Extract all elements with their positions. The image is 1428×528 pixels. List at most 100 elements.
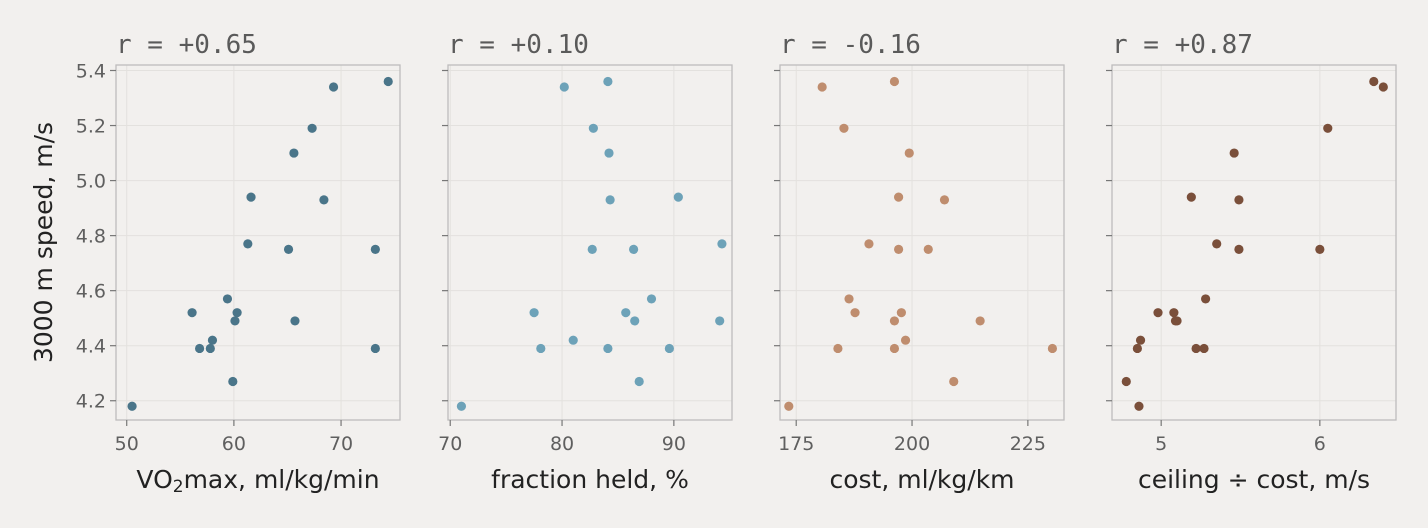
data-point	[784, 401, 794, 411]
data-point	[717, 239, 727, 249]
panel-title: r = +0.65	[116, 30, 257, 60]
data-point	[839, 123, 849, 133]
panel-2: 70 80 90 r = +0.10 fraction held, %	[438, 30, 733, 494]
data-point	[817, 82, 827, 92]
data-point	[603, 76, 613, 87]
data-point	[904, 148, 914, 158]
y-tick-label: 5.4	[76, 61, 106, 83]
data-point	[889, 76, 900, 87]
data-point	[1378, 82, 1388, 92]
data-point	[529, 308, 539, 318]
x-tick-label: 70	[329, 433, 353, 455]
x-tick-label: 5	[1155, 433, 1167, 455]
data-point	[949, 376, 959, 387]
data-point	[1170, 316, 1181, 326]
x-tick-label: 50	[115, 433, 139, 455]
data-point	[187, 308, 197, 318]
data-point	[307, 123, 317, 133]
x-axis-label: cost, ml/kg/km	[829, 465, 1014, 494]
data-point	[246, 192, 256, 202]
data-point	[664, 343, 674, 354]
data-point	[568, 335, 578, 345]
data-point	[1369, 76, 1379, 87]
plot-frame	[115, 64, 401, 421]
data-point	[844, 294, 854, 304]
data-point	[228, 376, 238, 387]
x-tick-label: 225	[1010, 433, 1046, 455]
data-point	[383, 76, 393, 87]
data-point	[894, 244, 904, 254]
data-point	[1186, 192, 1196, 202]
data-point	[923, 244, 933, 254]
panel-title: r = -0.16	[780, 30, 921, 60]
y-axis-label: 3000 m speed, m/s	[29, 122, 58, 363]
data-point	[456, 401, 467, 411]
x-axis-label: VO2max, ml/kg/min	[136, 465, 379, 497]
data-point	[634, 376, 644, 387]
data-point	[889, 343, 900, 354]
data-point	[289, 148, 299, 158]
panel-4: 5 6 r = +0.87 ceiling ÷ cost, m/s	[1106, 30, 1397, 494]
data-point	[1234, 195, 1244, 205]
data-point	[1234, 244, 1244, 254]
panel-title: r = +0.10	[448, 30, 589, 60]
data-point	[900, 335, 911, 345]
data-point	[715, 316, 725, 326]
data-point	[1191, 343, 1201, 354]
data-point	[243, 239, 253, 249]
x-tick-label: 90	[662, 433, 686, 455]
data-point	[370, 343, 380, 354]
data-point	[1134, 401, 1144, 411]
data-point	[1047, 343, 1058, 354]
data-point	[328, 82, 339, 92]
x-tick-label: 6	[1314, 433, 1326, 455]
y-tick-label: 4.4	[76, 336, 106, 358]
data-point	[1153, 308, 1163, 318]
plot-frame	[779, 64, 1065, 421]
data-point	[230, 316, 240, 326]
data-point	[232, 308, 242, 318]
plot-frame	[1111, 64, 1397, 421]
data-point	[939, 195, 950, 205]
data-point	[603, 343, 613, 354]
y-tick-label: 4.2	[76, 391, 106, 413]
y-tick-label: 4.6	[76, 281, 106, 303]
data-point	[1315, 244, 1325, 254]
data-point	[889, 316, 900, 326]
data-point	[896, 308, 906, 318]
data-point	[319, 195, 329, 205]
data-point	[673, 192, 683, 202]
y-tick-label: 5.2	[76, 116, 106, 138]
panels: 4.2 4.4 4.6 4.8 5.0 5.2 5.4 50 60 70 r = +0.65 VO2m…	[76, 30, 1397, 497]
x-tick-label: 60	[222, 433, 246, 455]
panel-1: 4.2 4.4 4.6 4.8 5.0 5.2 5.4 50 60 70 r = +0.65 VO2m…	[76, 30, 401, 497]
data-point	[370, 244, 380, 254]
data-point	[290, 316, 300, 326]
data-point	[205, 343, 215, 354]
data-point	[1229, 148, 1239, 158]
data-point	[536, 343, 546, 354]
data-point	[1199, 343, 1209, 354]
x-axis-label: ceiling ÷ cost, m/s	[1138, 465, 1370, 494]
data-point	[1121, 376, 1131, 387]
data-point	[222, 294, 233, 304]
data-point	[1212, 239, 1222, 249]
data-point	[588, 123, 598, 133]
data-point	[975, 316, 985, 326]
y-tick-label: 4.8	[76, 226, 106, 248]
data-point	[629, 244, 639, 254]
data-point	[587, 244, 597, 254]
data-point	[850, 308, 860, 318]
data-point	[194, 343, 205, 354]
data-point	[630, 316, 640, 326]
data-point	[127, 401, 137, 411]
data-point	[1169, 308, 1179, 318]
data-point	[894, 192, 904, 202]
data-point	[621, 308, 631, 318]
x-tick-label: 70	[438, 433, 462, 455]
data-point	[1323, 123, 1333, 133]
data-point	[605, 195, 615, 205]
data-point	[1201, 294, 1211, 304]
data-point	[1135, 335, 1146, 345]
